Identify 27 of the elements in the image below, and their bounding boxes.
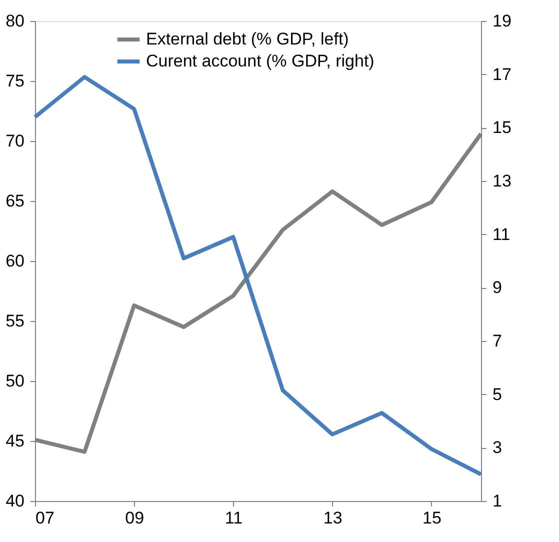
x-tick-label: 15 <box>422 508 442 528</box>
x-tick-label: 09 <box>125 508 144 528</box>
y2-tick-label: 9 <box>492 278 502 298</box>
line-series <box>33 75 483 476</box>
x-tick-label: 07 <box>36 508 54 528</box>
y2-tick-label: 1 <box>492 492 502 510</box>
y-tick-label: 55 <box>6 312 24 330</box>
x-tick-label: 11 <box>224 508 243 528</box>
y2-tick-label: 5 <box>492 384 502 404</box>
y2-tick-label: 11 <box>492 224 510 244</box>
y2-tick-label: 13 <box>492 172 512 190</box>
y-tick-label: 45 <box>6 432 24 450</box>
y2-tick-label: 15 <box>492 118 512 138</box>
y-tick-label: 75 <box>6 72 24 90</box>
x-tick-label: 13 <box>323 508 342 528</box>
y-tick-label: 80 <box>6 12 24 30</box>
y2-tick-label: 7 <box>492 332 502 350</box>
y-tick-label: 70 <box>6 132 24 150</box>
legend-label: External debt (% GDP, left) <box>146 30 349 48</box>
y-tick-label: 65 <box>6 192 24 210</box>
y2-tick-label: 17 <box>492 64 512 84</box>
y2-tick-label: 3 <box>492 438 502 458</box>
legend-label: Curent account (% GDP, right) <box>146 52 374 70</box>
y-tick-label: 50 <box>6 372 24 390</box>
y-tick-label: 40 <box>6 492 24 510</box>
y2-tick-label: 19 <box>492 12 512 30</box>
y-tick-label: 60 <box>6 252 24 270</box>
